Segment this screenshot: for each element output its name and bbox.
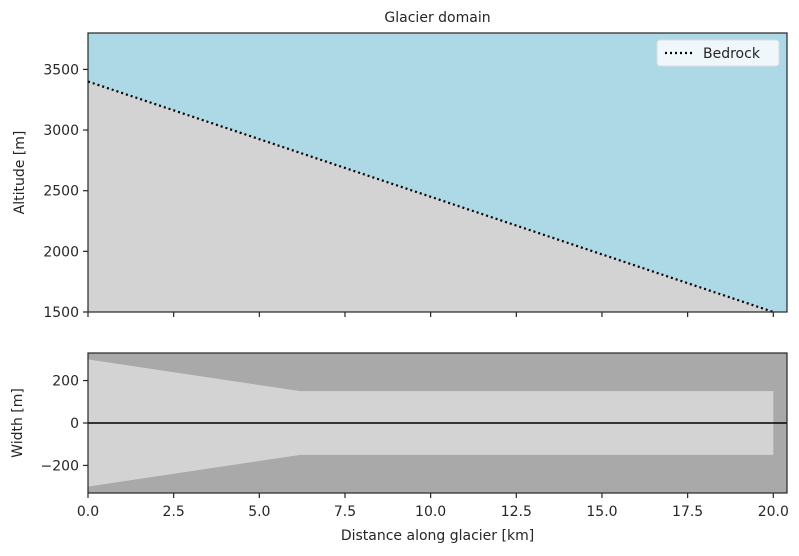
- chart-title: Glacier domain: [384, 10, 490, 26]
- y-tick-label: 1500: [43, 305, 79, 321]
- plot-frame: [87, 32, 788, 313]
- y-tick-label: 3500: [43, 62, 79, 78]
- x-tick-label: 2.5: [163, 504, 185, 520]
- x-tick-label: 15.0: [586, 504, 617, 520]
- x-tick-label: 12.5: [501, 504, 532, 520]
- y-tick-label: 2000: [43, 244, 79, 260]
- y-tick-label: 200: [52, 374, 79, 390]
- y-axis-label: Width [m]: [10, 388, 26, 458]
- bedrock-fill: [88, 81, 774, 313]
- y-tick-label: −200: [41, 458, 79, 474]
- x-tick-label: 20.0: [758, 504, 789, 520]
- y-tick-label: 2500: [43, 184, 79, 200]
- legend-box: [656, 39, 780, 67]
- y-tick-label: 0: [70, 416, 79, 432]
- x-axis-label: Distance along glacier [km]: [341, 528, 534, 544]
- x-tick-label: 17.5: [672, 504, 703, 520]
- y-axis-label: Altitude [m]: [12, 131, 28, 215]
- y-tick-label: 3000: [43, 123, 79, 139]
- x-tick-label: 7.5: [334, 504, 356, 520]
- x-tick-label: 5.0: [248, 504, 270, 520]
- x-tick-label: 10.0: [415, 504, 446, 520]
- bedrock-line: [87, 80, 774, 314]
- legend-label: Bedrock: [703, 46, 761, 62]
- x-tick-label: 0.0: [77, 504, 99, 520]
